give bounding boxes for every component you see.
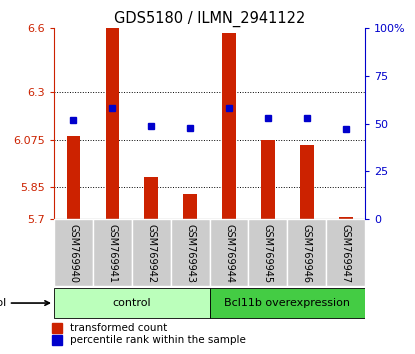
Title: GDS5180 / ILMN_2941122: GDS5180 / ILMN_2941122 (114, 11, 305, 27)
Bar (339, 217, 353, 219)
Bar (93, 219, 132, 286)
Bar (326, 219, 365, 286)
Bar (171, 219, 210, 286)
Bar (210, 219, 249, 286)
Text: GSM769940: GSM769940 (68, 224, 78, 284)
Bar (287, 219, 326, 286)
Bar (66, 136, 80, 219)
Text: GSM769942: GSM769942 (146, 224, 156, 284)
Text: Bcl11b overexpression: Bcl11b overexpression (225, 298, 350, 308)
Text: GSM769945: GSM769945 (263, 224, 273, 284)
Text: control: control (112, 298, 151, 308)
Bar (144, 177, 158, 219)
Text: GSM769943: GSM769943 (185, 224, 195, 284)
Bar (261, 139, 275, 219)
Text: GSM769947: GSM769947 (341, 224, 351, 284)
Bar (54, 287, 210, 319)
Text: percentile rank within the sample: percentile rank within the sample (70, 335, 245, 345)
Bar (54, 219, 93, 286)
Text: GSM769946: GSM769946 (302, 224, 312, 284)
Text: transformed count: transformed count (70, 323, 167, 333)
Bar (105, 28, 119, 219)
Bar (300, 145, 314, 219)
Text: protocol: protocol (0, 298, 49, 308)
Bar (222, 33, 236, 219)
Bar (183, 194, 197, 219)
Bar (132, 219, 171, 286)
Bar (249, 219, 287, 286)
Text: GSM769941: GSM769941 (107, 224, 117, 284)
Text: GSM769944: GSM769944 (224, 224, 234, 284)
Bar (210, 287, 365, 319)
